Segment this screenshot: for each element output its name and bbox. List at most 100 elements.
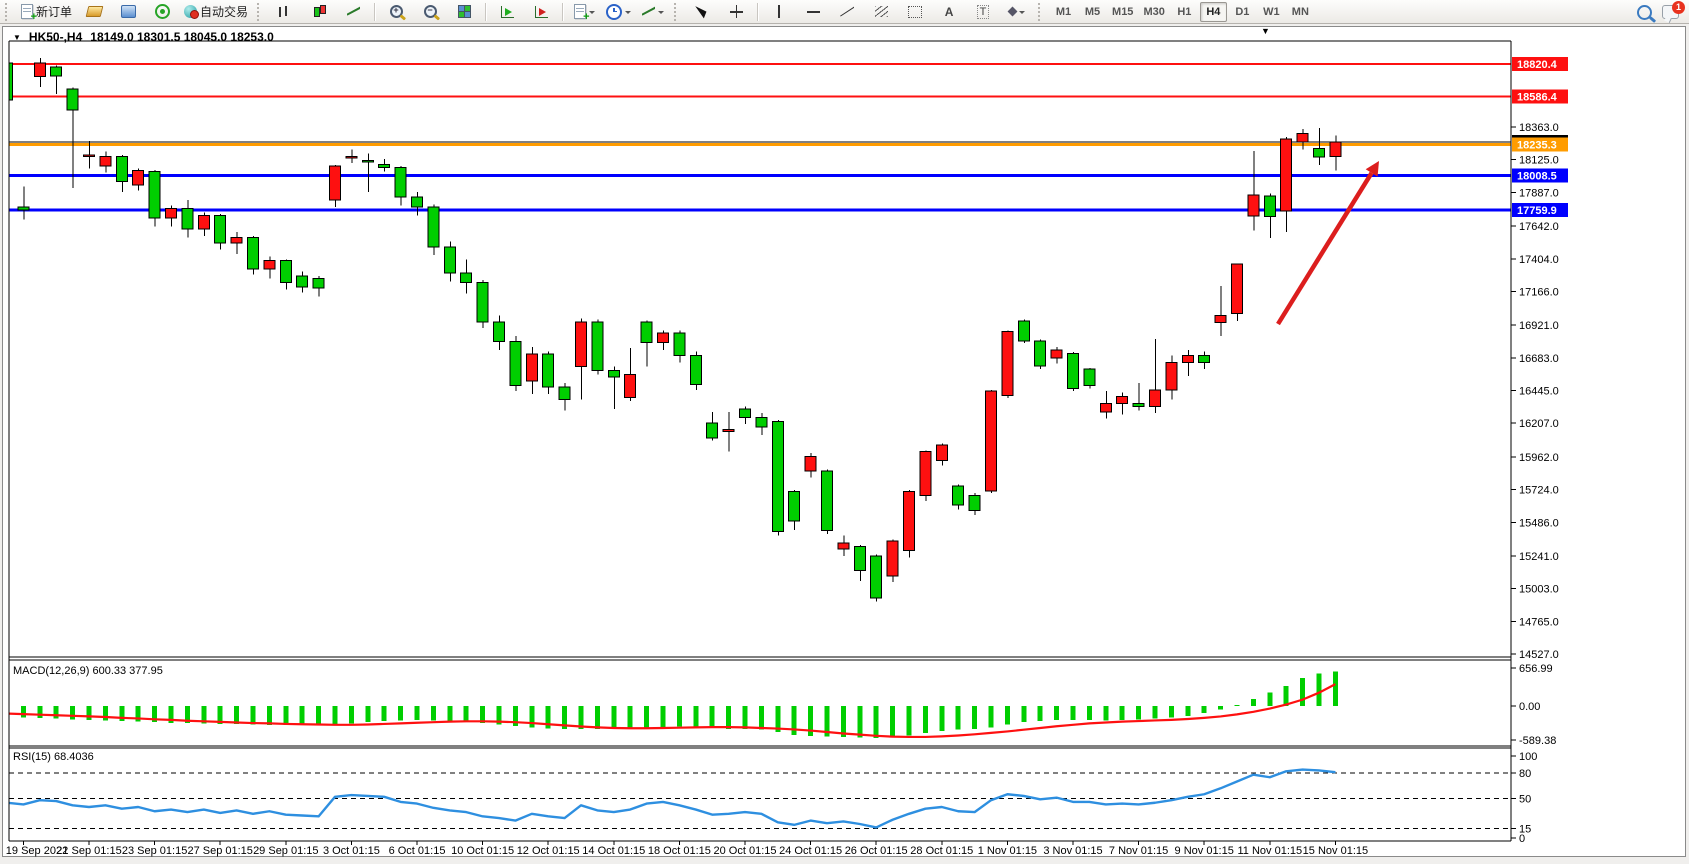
tf-w1[interactable]: W1 — [1258, 2, 1285, 22]
profile-button[interactable] — [112, 1, 144, 23]
macd-bar — [1332, 671, 1338, 706]
search-icon[interactable] — [1637, 4, 1657, 23]
price-tick-label: 15241.0 — [1519, 551, 1559, 563]
tile-windows-button[interactable] — [448, 1, 480, 23]
text-tool-button[interactable]: A — [933, 1, 965, 23]
price-tick-label: 14765.0 — [1519, 616, 1559, 628]
tf-m5[interactable]: M5 — [1079, 2, 1106, 22]
candle — [607, 370, 620, 378]
trendline-icon — [840, 6, 855, 17]
time-label: 19 Sep 2022 — [6, 845, 68, 857]
macd-bar — [906, 706, 912, 736]
zoom-in-button[interactable]: + — [380, 1, 412, 23]
hline-layer — [9, 63, 1511, 212]
new-order-button[interactable]: + 新订单 — [17, 1, 76, 23]
horizontal-line-button[interactable] — [797, 1, 829, 23]
macd-bar — [1037, 706, 1043, 722]
candle — [739, 408, 751, 418]
candle — [181, 207, 194, 230]
bar-chart-button[interactable] — [269, 1, 301, 23]
macd-bar — [430, 706, 436, 721]
price-line-label-box — [1512, 57, 1568, 72]
shapes-icon — [1007, 6, 1018, 17]
candle — [1214, 315, 1227, 323]
chart-shift-icon — [534, 5, 548, 18]
toolbar-grip[interactable] — [5, 2, 12, 21]
vertical-line-button[interactable] — [763, 1, 795, 23]
tf-h1[interactable]: H1 — [1171, 2, 1198, 22]
macd-bar — [972, 706, 978, 730]
tf-m1[interactable]: M1 — [1050, 2, 1077, 22]
zoom-out-icon: − — [423, 5, 440, 21]
indicators-menu-button[interactable] — [637, 1, 669, 23]
candle — [66, 88, 79, 111]
chart-shift-marker[interactable]: ▼ — [1261, 26, 1270, 36]
indicators-icon — [642, 6, 656, 17]
auto-scroll-icon — [500, 5, 514, 18]
macd-bar — [135, 706, 141, 722]
signals-button[interactable] — [146, 1, 178, 23]
trendline-button[interactable] — [831, 1, 863, 23]
autotrading-icon — [184, 5, 200, 19]
price-line-label-box — [1512, 202, 1568, 217]
time-label: 15 Nov 01:15 — [1303, 845, 1368, 857]
candlestick-chart-button[interactable] — [303, 1, 335, 23]
candle — [853, 545, 866, 571]
tf-m30[interactable]: M30 — [1139, 2, 1168, 22]
price-line-label-box — [1512, 89, 1568, 104]
candle — [1001, 330, 1014, 396]
auto-scroll-button[interactable] — [491, 1, 523, 23]
price-tick-label: 17166.0 — [1519, 286, 1559, 298]
toolbar-grip[interactable] — [1038, 2, 1045, 21]
gold-deposit-button[interactable] — [78, 1, 110, 23]
shapes-button[interactable] — [1001, 1, 1033, 23]
new-chart-button[interactable]: + — [568, 1, 600, 23]
time-label: 12 Oct 01:15 — [517, 845, 580, 857]
line-chart-button[interactable] — [337, 1, 369, 23]
time-label: 24 Oct 01:15 — [779, 845, 842, 857]
crosshair-button[interactable] — [720, 1, 752, 23]
macd-bar — [398, 706, 404, 721]
tf-h4[interactable]: H4 — [1199, 1, 1227, 22]
macd-bar — [890, 706, 896, 738]
price-tick-label: 14527.0 — [1519, 649, 1559, 661]
notification-badge: 1 — [1672, 1, 1685, 14]
candle — [1149, 389, 1161, 407]
macd-bar — [234, 706, 240, 725]
candle — [460, 272, 473, 284]
toolbar-grip[interactable] — [674, 2, 681, 21]
candle — [1083, 368, 1096, 387]
candle — [411, 196, 423, 208]
zoom-out-button[interactable]: − — [414, 1, 446, 23]
candle — [525, 353, 538, 382]
chart-title: ▼ HK50-,H4 18149.0 18301.5 18045.0 18253… — [13, 30, 274, 44]
fibonacci-button[interactable] — [865, 1, 897, 23]
macd-bar — [808, 706, 814, 737]
macd-bar — [119, 706, 125, 722]
macd-bar — [873, 706, 879, 738]
price-tick-label: 16445.0 — [1519, 386, 1559, 398]
macd-signal-line — [9, 683, 1336, 739]
candle — [1067, 352, 1079, 389]
text-label-button[interactable]: T — [967, 1, 999, 23]
panel-frames — [8, 40, 1512, 842]
periods-menu-button[interactable] — [602, 1, 635, 23]
tf-m15[interactable]: M15 — [1108, 2, 1137, 22]
macd-bar — [1283, 685, 1289, 706]
chart-shift-button[interactable] — [525, 1, 557, 23]
tf-d1[interactable]: D1 — [1229, 2, 1256, 22]
chart-canvas[interactable]: 18363.0 18125.0 17887.0 17642.0 17404.0 17166… — [3, 27, 1687, 858]
collapse-icon[interactable]: ▼ — [13, 32, 21, 42]
toolbar-grip[interactable] — [257, 2, 264, 21]
time-label: 27 Sep 01:15 — [187, 845, 252, 857]
notifications-icon[interactable]: 1 — [1662, 1, 1685, 24]
time-label: 3 Oct 01:15 — [323, 845, 380, 857]
candle — [509, 341, 522, 387]
macd-bar — [1054, 706, 1060, 721]
tf-mn[interactable]: MN — [1287, 2, 1314, 22]
candle — [279, 260, 292, 284]
autotrading-button[interactable]: 自动交易 — [180, 1, 252, 23]
channel-button[interactable] — [899, 1, 931, 23]
macd-bar — [1021, 706, 1027, 723]
cursor-button[interactable] — [686, 1, 718, 23]
